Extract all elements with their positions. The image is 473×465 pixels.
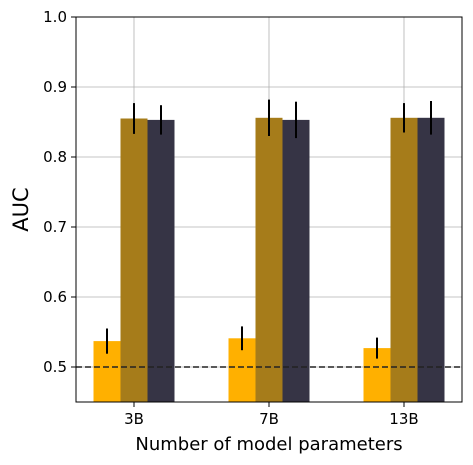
bar bbox=[282, 119, 310, 403]
bar bbox=[255, 117, 283, 403]
y-axis-ticks: 0.5 0.6 0.7 0.8 0.9 1.0 bbox=[43, 8, 76, 376]
y-tick-label: 1.0 bbox=[43, 8, 67, 26]
x-tick-label: 3B bbox=[124, 410, 144, 428]
bars bbox=[93, 117, 445, 403]
bar bbox=[390, 117, 418, 403]
x-tick-label: 13B bbox=[389, 410, 418, 428]
y-tick-label: 0.6 bbox=[43, 288, 67, 306]
x-axis-ticks: 3B 7B 13B bbox=[124, 402, 419, 428]
y-tick-label: 0.5 bbox=[43, 358, 67, 376]
error-bars bbox=[106, 99, 432, 359]
y-tick-label: 0.7 bbox=[43, 218, 67, 236]
bar bbox=[120, 118, 148, 402]
bar bbox=[417, 117, 445, 403]
x-axis-label: Number of model parameters bbox=[135, 434, 402, 455]
y-tick-label: 0.9 bbox=[43, 78, 67, 96]
bar bbox=[147, 119, 175, 403]
x-tick-label: 7B bbox=[259, 410, 279, 428]
y-axis-label: AUC bbox=[9, 187, 33, 231]
y-tick-label: 0.8 bbox=[43, 148, 67, 166]
